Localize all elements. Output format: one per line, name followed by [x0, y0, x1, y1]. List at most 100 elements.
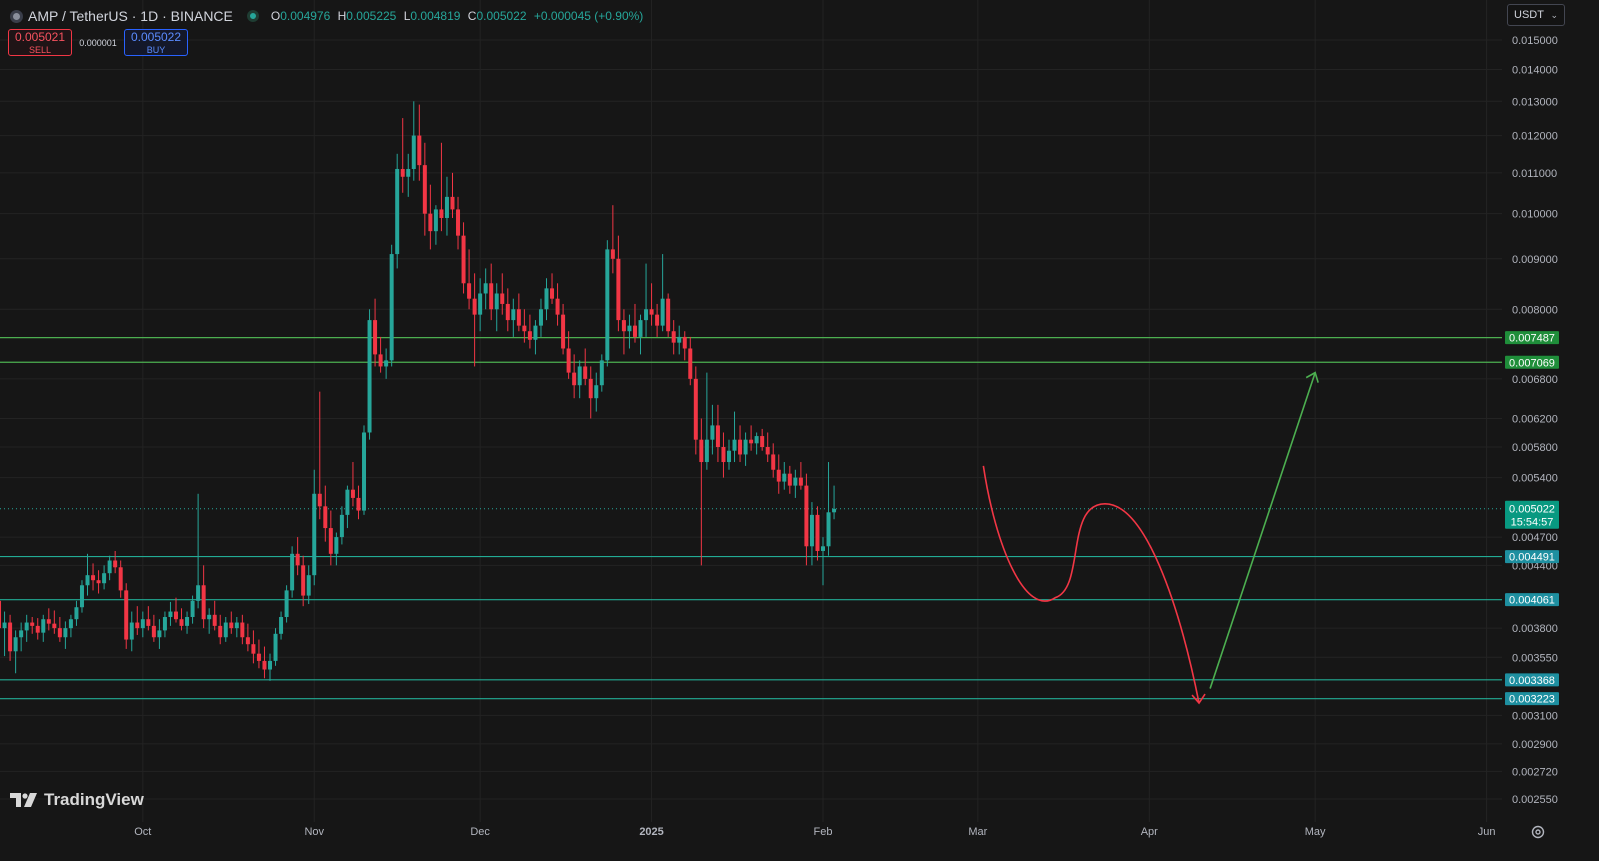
y-tick-label: 0.006200 — [1512, 413, 1558, 425]
candle-body — [710, 425, 715, 440]
sell-label: SELL — [28, 45, 52, 55]
sell-button[interactable]: 0.005021 SELL — [8, 29, 72, 56]
candle-body — [738, 439, 743, 455]
buy-button[interactable]: 0.005022 BUY — [124, 29, 188, 56]
x-tick-label: Feb — [814, 826, 833, 838]
currency-label: USDT — [1514, 9, 1544, 21]
candle-body — [57, 628, 62, 638]
candle-body — [704, 439, 709, 463]
candle-body — [240, 622, 245, 638]
tradingview-wordmark: TradingView — [44, 790, 144, 809]
time-axis[interactable]: Oct Nov Dec 2025 Feb Mar Apr May Jun — [134, 826, 1495, 838]
candle-body — [494, 293, 499, 310]
y-tick-label: 0.002720 — [1512, 766, 1558, 778]
currency-selector[interactable]: USDT ⌄ — [1507, 4, 1565, 26]
candle-body — [776, 469, 781, 482]
candle-body — [118, 567, 123, 591]
candle-body — [610, 249, 615, 259]
tradingview-logo-icon — [10, 793, 37, 807]
price-axis[interactable]: 0.015000 0.014000 0.013000 0.012000 0.011000… — [1512, 35, 1558, 806]
level-badge: 0.003223 — [1509, 694, 1555, 706]
gear-icon[interactable] — [1530, 824, 1546, 840]
candle-body — [35, 625, 40, 633]
x-tick-label: Jun — [1478, 826, 1496, 838]
candle-body — [146, 619, 151, 626]
candle-body — [566, 348, 571, 373]
last-price-badge-bg — [1505, 500, 1559, 529]
candle-body — [317, 493, 322, 507]
candle-body — [605, 249, 610, 361]
x-tick-label: Oct — [134, 826, 151, 838]
candle-body — [754, 436, 759, 444]
candle-body — [46, 619, 51, 624]
level-badge-bg — [1505, 673, 1559, 687]
candle-body — [599, 360, 604, 386]
candle-body — [367, 320, 372, 433]
horizontal-levels — [0, 337, 1502, 700]
candle-body — [450, 196, 455, 210]
projection-down-curve — [982, 465, 1200, 704]
candle-body — [726, 450, 731, 463]
candle-body — [295, 553, 300, 566]
projection-down-arrowhead — [1191, 693, 1206, 705]
candle-body — [671, 331, 676, 343]
candle-body — [621, 320, 626, 332]
candle-body — [594, 385, 599, 399]
y-tick-label: 0.015000 — [1512, 35, 1558, 47]
high-value: 0.005225 — [346, 9, 397, 23]
candle-body — [207, 614, 212, 620]
candle-body — [688, 348, 693, 379]
chevron-down-icon: ⌄ — [1550, 10, 1558, 20]
symbol-logo-icon — [10, 9, 23, 23]
tradingview-logo[interactable]: TradingView — [10, 790, 144, 810]
candle-body — [85, 575, 90, 586]
candle-body — [572, 372, 577, 386]
level-badge: 0.007487 — [1509, 333, 1555, 345]
x-tick-label: 2025 — [639, 826, 663, 838]
candle-body — [74, 607, 79, 620]
candle-body — [500, 293, 505, 304]
candle-body — [140, 619, 145, 629]
candle-body — [732, 439, 737, 451]
candle-body — [79, 585, 84, 608]
candle-body — [538, 309, 543, 326]
candle-body — [339, 514, 344, 538]
level-badge-bg — [1505, 692, 1559, 706]
symbol-title[interactable]: AMP / TetherUS · 1D · BINANCE — [28, 8, 233, 24]
candle-body — [782, 473, 787, 482]
level-badge: 0.007069 — [1509, 357, 1555, 369]
candle-body — [234, 622, 239, 629]
level-badge: 0.004491 — [1509, 552, 1555, 564]
y-tick-label: 0.005400 — [1512, 473, 1558, 485]
y-tick-label: 0.002900 — [1512, 739, 1558, 751]
candle-body — [52, 623, 57, 629]
candle-body — [273, 633, 278, 661]
candle-body — [472, 298, 477, 315]
candle-body — [124, 590, 129, 640]
candle-body — [505, 303, 510, 321]
candle-body — [356, 497, 361, 511]
y-tick-label: 0.002550 — [1512, 794, 1558, 806]
candle-body — [832, 508, 837, 513]
candle-body — [68, 619, 73, 629]
market-status-icon[interactable] — [246, 10, 259, 22]
candle-body — [2, 622, 7, 629]
candle-body — [284, 590, 289, 618]
candle-body — [30, 622, 35, 626]
candle-body — [151, 625, 156, 638]
x-tick-label: Mar — [968, 826, 987, 838]
candle-body — [632, 325, 637, 337]
candle-body — [826, 512, 831, 547]
candle-body — [279, 617, 284, 634]
candle-body — [749, 439, 754, 444]
trade-panel: 0.005021 SELL 0.000001 0.005022 BUY — [8, 29, 188, 56]
candle-body — [760, 436, 765, 448]
candle-body — [190, 600, 195, 618]
candle-body — [306, 575, 311, 596]
candle-body — [478, 293, 483, 315]
open-key: O — [270, 9, 281, 23]
candle-body — [334, 537, 339, 554]
candle-body — [533, 325, 538, 340]
candle-body — [433, 209, 438, 232]
